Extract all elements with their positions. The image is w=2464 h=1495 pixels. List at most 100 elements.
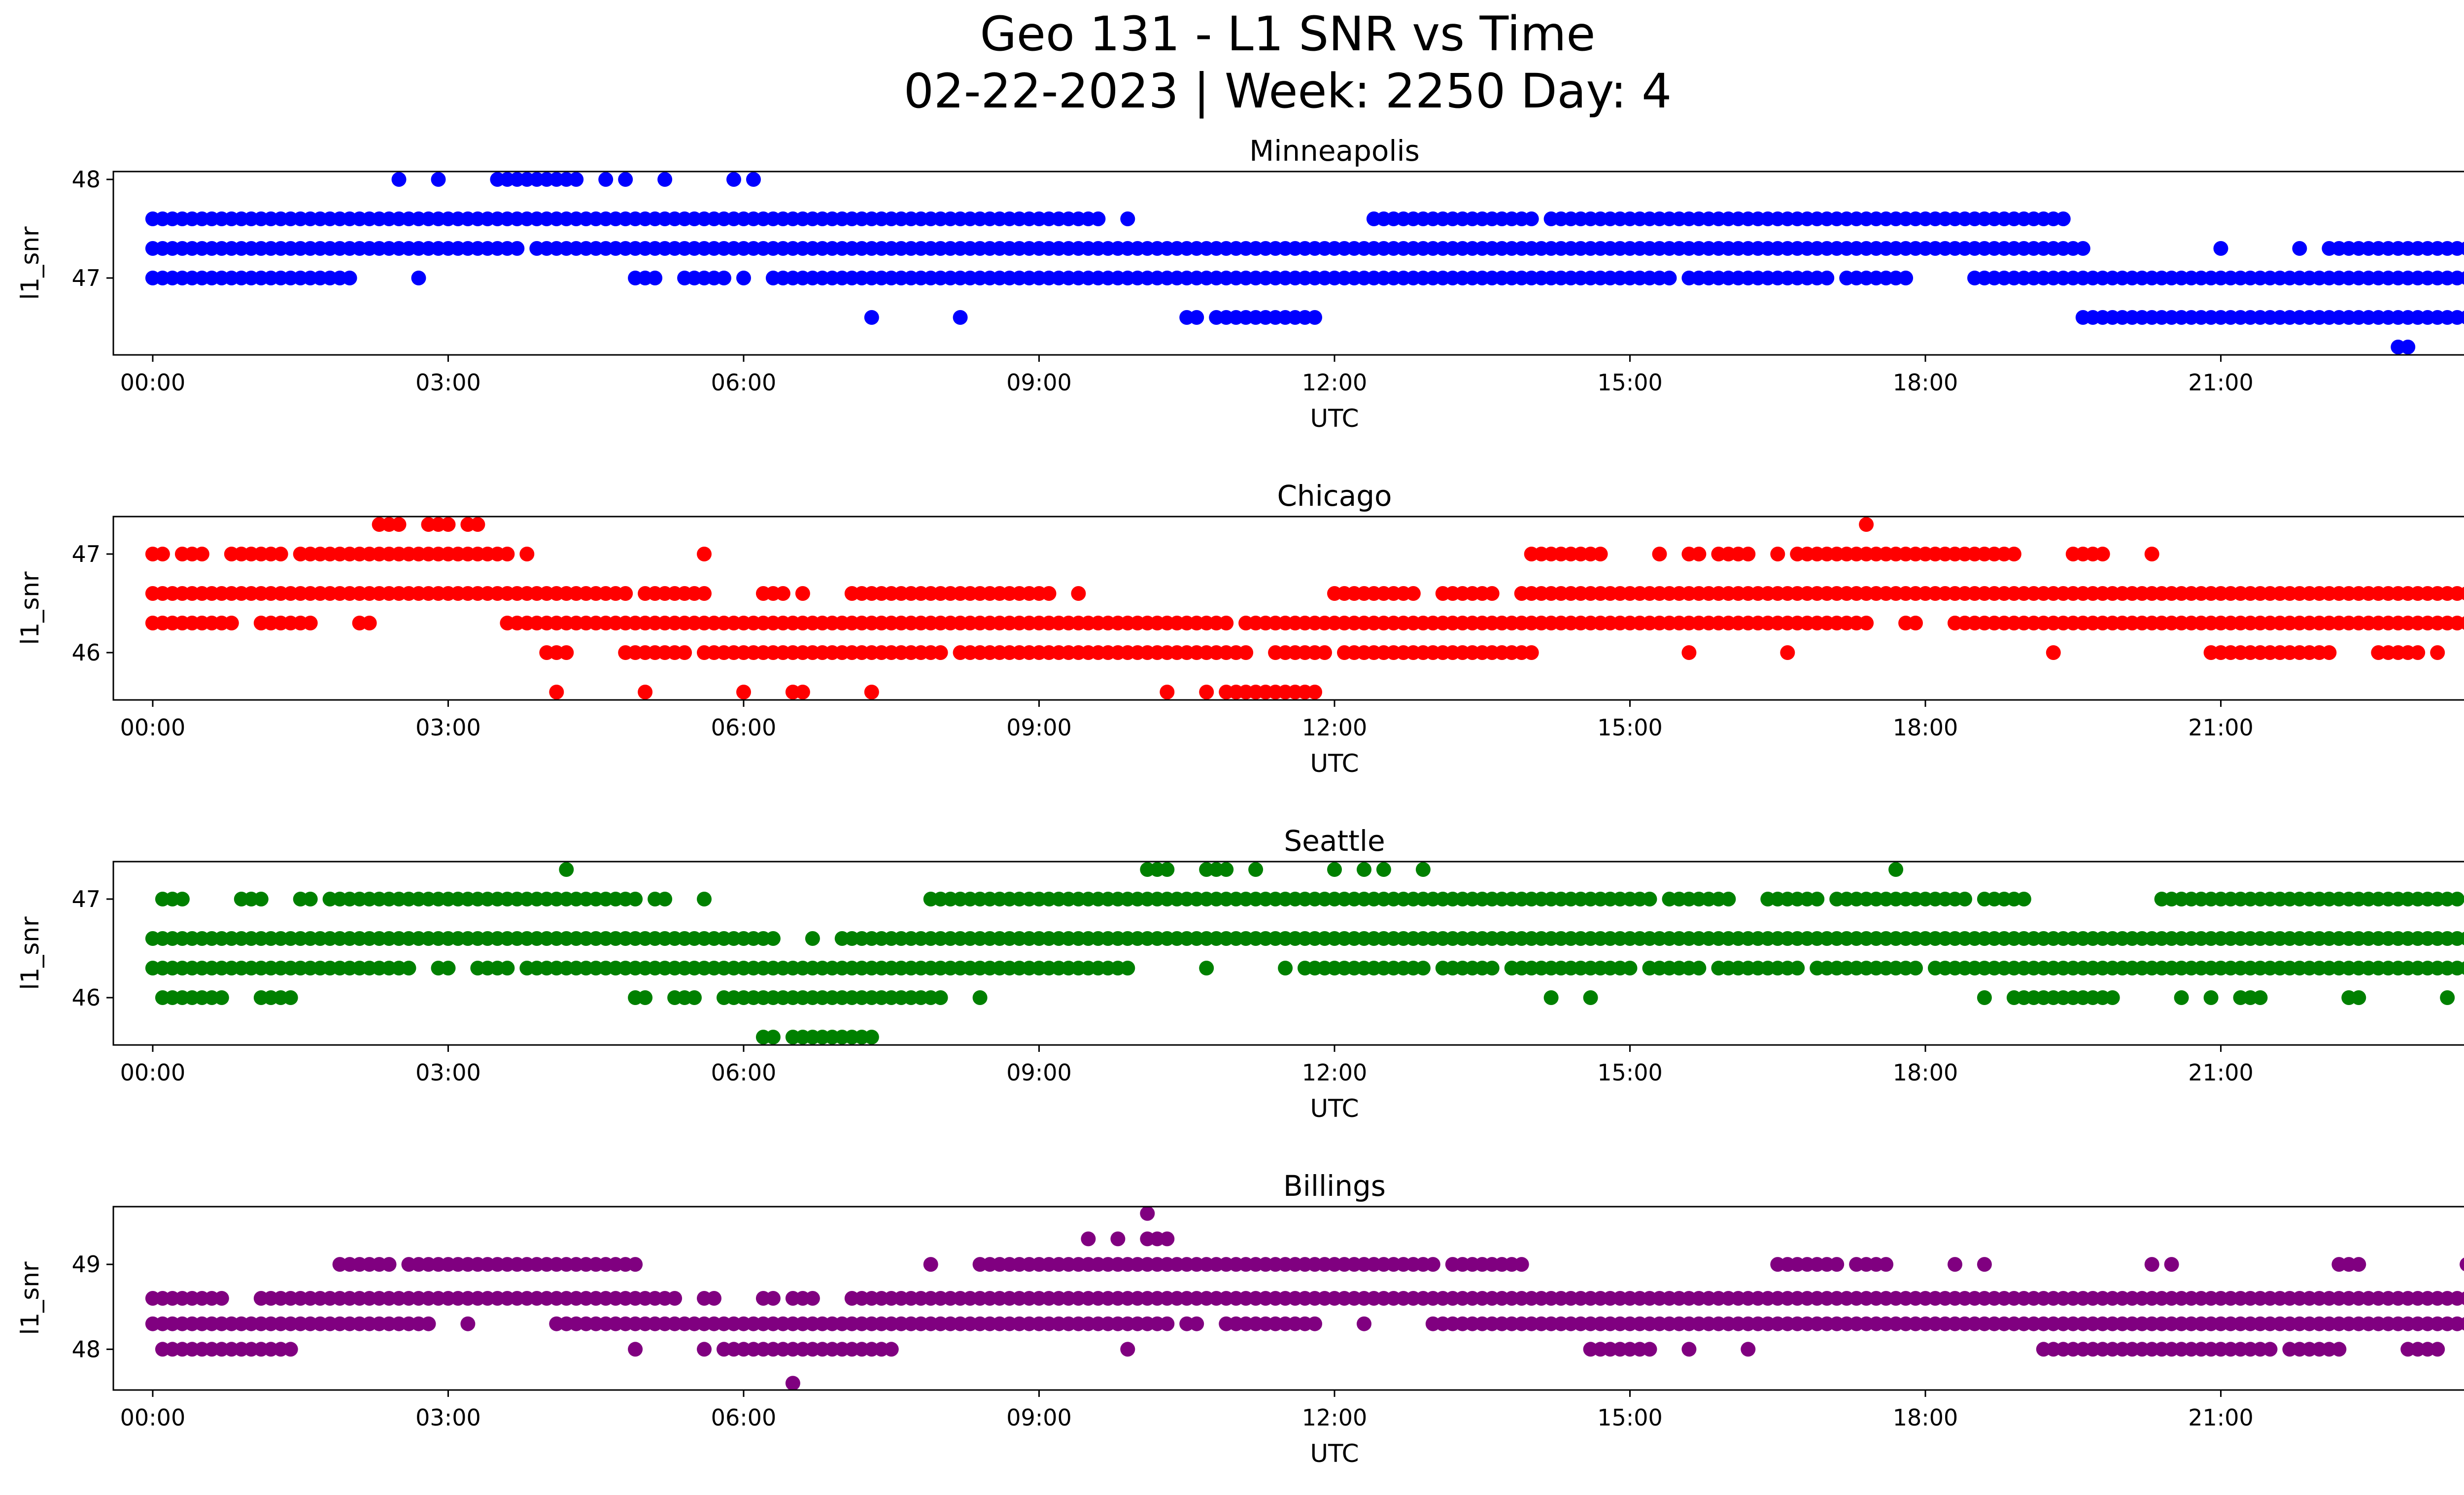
data-point <box>1327 862 1342 877</box>
data-point <box>1898 271 1914 285</box>
data-point <box>1189 1316 1204 1331</box>
data-point <box>2105 990 2120 1005</box>
data-point <box>1091 211 1106 226</box>
data-point <box>2450 586 2464 601</box>
chicago-subplot-title: Chicago <box>1277 479 1392 513</box>
x-tick-label: 06:00 <box>711 369 777 396</box>
data-point <box>2164 1257 2179 1272</box>
data-point <box>1691 547 1707 561</box>
x-tick-label: 15:00 <box>1597 714 1663 741</box>
data-point <box>1307 310 1322 325</box>
data-point <box>765 931 781 946</box>
data-point <box>500 547 515 561</box>
data-point <box>1120 961 1135 975</box>
data-point <box>1524 211 1539 226</box>
x-tick-label: 09:00 <box>1006 714 1072 741</box>
data-point <box>726 172 741 187</box>
data-point <box>2095 547 2110 561</box>
data-point <box>953 310 968 325</box>
minneapolis-subplot-title: Minneapolis <box>1249 134 1420 168</box>
x-tick-label: 03:00 <box>415 1404 481 1431</box>
data-point <box>303 892 318 906</box>
data-point <box>2075 241 2090 256</box>
data-point <box>2460 616 2464 630</box>
data-point <box>1219 862 1234 877</box>
chicago-points <box>145 517 2464 699</box>
x-tick-label: 12:00 <box>1302 1059 1368 1086</box>
data-point <box>2460 932 2464 945</box>
data-point <box>283 990 298 1005</box>
data-point <box>1642 892 1657 906</box>
data-point <box>2144 547 2159 561</box>
x-tick-label: 15:00 <box>1597 369 1663 396</box>
data-point <box>805 931 820 946</box>
data-point <box>1357 862 1371 877</box>
billings-subplot-title: Billings <box>1283 1169 1386 1203</box>
data-point <box>2460 1317 2464 1331</box>
data-point <box>2203 990 2219 1005</box>
data-point <box>933 645 948 660</box>
data-point <box>2322 645 2337 660</box>
x-tick-label: 21:00 <box>2188 714 2254 741</box>
data-point <box>460 1316 476 1331</box>
data-point <box>1622 961 1638 975</box>
subplots: Minneapolis 00:00 03:00 06:00 09:00 12:00 15:0… <box>16 134 2464 1468</box>
data-point <box>559 645 574 660</box>
billings-points <box>145 1206 2464 1391</box>
data-point <box>864 310 879 325</box>
x-tick-label: 12:00 <box>1302 1404 1368 1431</box>
data-point <box>224 616 239 630</box>
minneapolis-points <box>145 172 2464 354</box>
data-point <box>194 547 209 561</box>
data-point <box>1642 1342 1657 1357</box>
seattle-y-axis-label: l1_snr <box>16 916 44 990</box>
billings-x-axis-label: UTC <box>1310 1439 1359 1468</box>
data-point <box>628 892 643 906</box>
x-tick-label: 18:00 <box>1893 369 1958 396</box>
x-tick-label: 21:00 <box>2188 1404 2254 1431</box>
data-point <box>687 990 702 1005</box>
data-point <box>1160 685 1175 699</box>
data-point <box>2055 211 2071 226</box>
data-point <box>1071 586 1086 601</box>
data-point <box>1110 1231 1126 1247</box>
x-tick-label: 06:00 <box>711 1059 777 1086</box>
data-point <box>657 892 673 906</box>
data-point <box>2430 645 2445 660</box>
data-point <box>1140 1206 1155 1221</box>
data-point <box>2174 990 2189 1005</box>
x-tick-label: 18:00 <box>1893 714 1958 741</box>
x-tick-label: 15:00 <box>1597 1059 1663 1086</box>
data-point <box>470 517 485 532</box>
data-point <box>1307 1316 1322 1331</box>
data-point <box>1160 1231 1175 1247</box>
data-point <box>2450 310 2464 325</box>
data-point <box>421 1316 436 1331</box>
data-point <box>1977 1257 1992 1272</box>
data-point <box>500 961 515 975</box>
data-point <box>2460 1291 2464 1305</box>
x-tick-label: 21:00 <box>2188 1059 2254 1086</box>
data-point <box>1859 517 1874 532</box>
data-point <box>746 172 761 187</box>
data-point <box>2450 1316 2464 1331</box>
figure-title-line1: Geo 131 - L1 SNR vs Time <box>980 6 1596 62</box>
data-point <box>2440 990 2455 1005</box>
x-tick-label: 06:00 <box>711 714 777 741</box>
data-point <box>2460 961 2464 975</box>
data-point <box>697 586 712 601</box>
data-point <box>1879 1257 1894 1272</box>
data-point <box>1484 961 1500 975</box>
data-point <box>2006 547 2021 561</box>
data-point <box>174 892 190 906</box>
data-point <box>1415 862 1431 877</box>
data-point <box>155 547 170 561</box>
data-point <box>519 547 535 561</box>
data-point <box>1081 1231 1096 1247</box>
data-point <box>569 172 584 187</box>
y-tick-label: 47 <box>71 541 101 567</box>
data-point <box>805 1291 820 1306</box>
data-point <box>391 172 407 187</box>
y-tick-label: 46 <box>71 639 101 666</box>
x-tick-label: 21:00 <box>2188 369 2254 396</box>
